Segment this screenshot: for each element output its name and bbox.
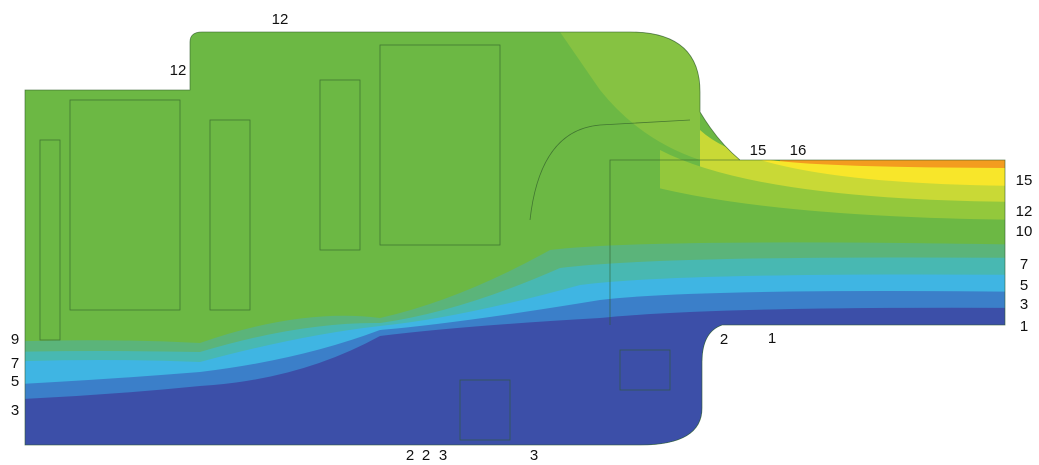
isotherm-label: 5 — [11, 373, 19, 390]
isotherm-label: 3 — [530, 447, 538, 464]
isotherm-label: 3 — [1020, 296, 1028, 313]
isotherm-label: 16 — [790, 142, 807, 159]
chamber — [39, 139, 61, 341]
isotherm-label: 3 — [439, 447, 447, 464]
isotherm-label: 2 — [720, 331, 728, 348]
chamber — [619, 349, 671, 391]
isotherm-label: 1 — [1020, 318, 1028, 335]
seal — [529, 119, 691, 221]
chamber — [209, 119, 251, 311]
isotherm-label: 3 — [11, 402, 19, 419]
isotherm-label: 12 — [170, 62, 187, 79]
isotherm-label: 5 — [1020, 277, 1028, 294]
chamber — [459, 379, 511, 441]
isotherm-label: 1 — [768, 330, 776, 347]
isotherm-label: 2 — [422, 447, 430, 464]
isotherm-label: 2 — [406, 447, 414, 464]
isotherm-label: 10 — [1016, 223, 1033, 240]
chamber — [379, 44, 501, 246]
isotherm-label: 12 — [272, 11, 289, 28]
isotherm-label: 15 — [1016, 172, 1033, 189]
isotherm-label: 12 — [1016, 203, 1033, 220]
isotherm-label: 7 — [11, 355, 19, 372]
glazing-edge — [609, 159, 740, 325]
warm-zone — [560, 32, 700, 160]
labels: 12 12 15 16 15 12 10 7 5 3 1 2 1 9 7 5 3… — [11, 11, 1033, 464]
isotherm-label: 15 — [750, 142, 767, 159]
chamber — [319, 79, 361, 251]
chamber — [69, 99, 181, 311]
isotherm-label: 9 — [11, 331, 19, 348]
profile-lines — [24, 31, 1006, 446]
isotherm-label: 7 — [1020, 256, 1028, 273]
outline — [24, 31, 1006, 446]
